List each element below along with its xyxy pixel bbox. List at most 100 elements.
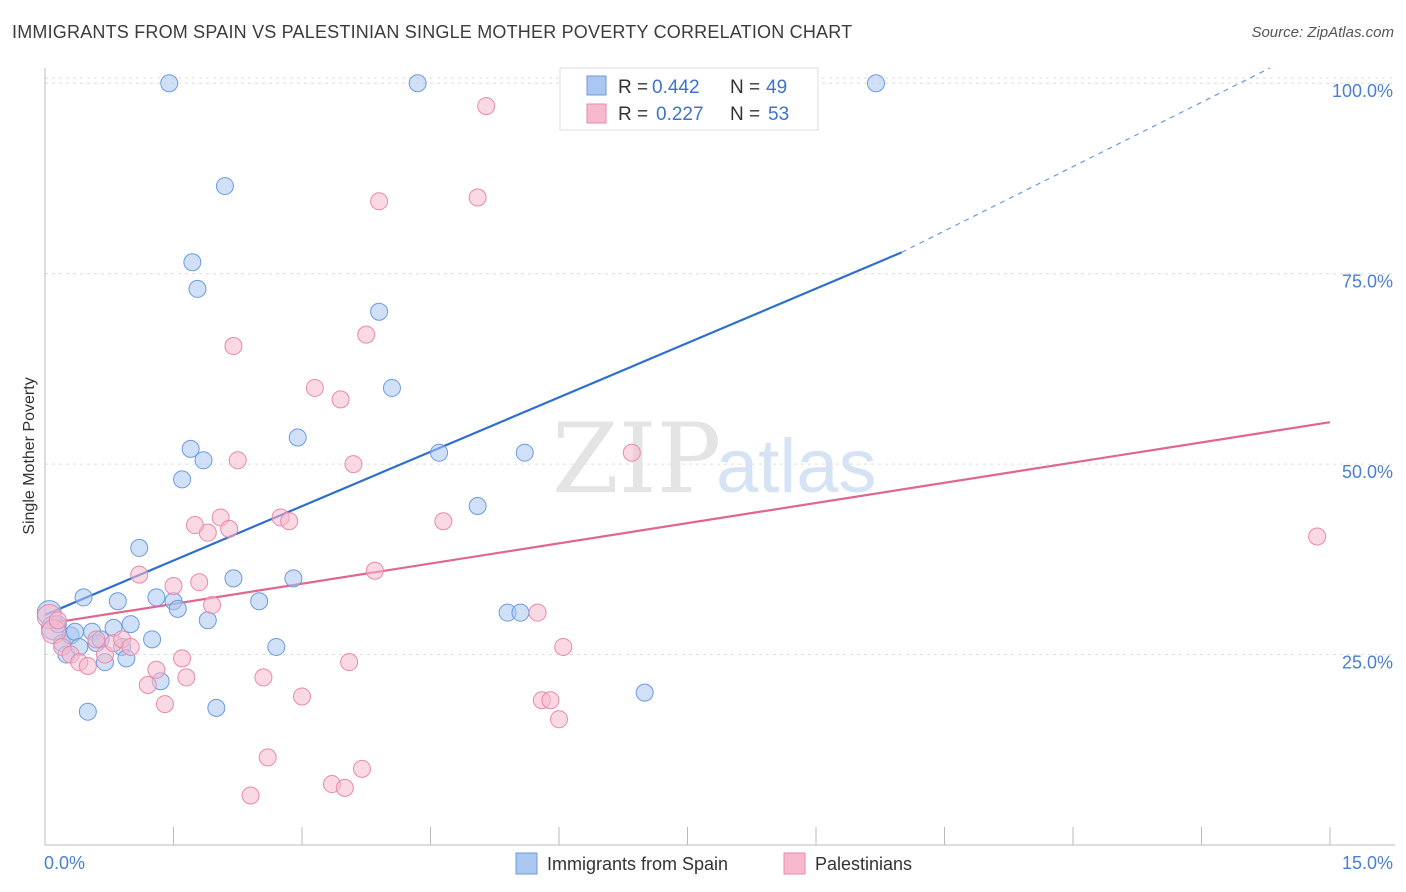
trend-line-spain-extension — [901, 67, 1271, 253]
bottom-legend-label-palestinians: Palestinians — [815, 854, 912, 874]
point-palestinians-16 — [173, 649, 192, 668]
point-spain-25 — [173, 470, 192, 489]
point-palestinians-39 — [365, 561, 384, 580]
point-palestinians-52 — [48, 611, 67, 630]
point-palestinians-29 — [241, 786, 260, 805]
point-spain-45 — [635, 683, 654, 702]
point-palestinians-22 — [220, 519, 239, 538]
point-palestinians-10 — [121, 637, 140, 656]
bottom-legend-label-spain: Immigrants from Spain — [547, 854, 728, 874]
point-palestinians-12 — [138, 676, 157, 695]
point-spain-38 — [370, 302, 389, 321]
legend-n-value-2: 53 — [768, 104, 789, 125]
point-spain-30 — [198, 611, 217, 630]
bottom-legend: Immigrants from Spain Palestinians — [515, 852, 912, 875]
legend-box: R = 0.442 N = 49 R = 0.227 N = 53 — [559, 67, 819, 131]
chart-title: IMMIGRANTS FROM SPAIN VS PALESTINIAN SIN… — [12, 22, 853, 42]
point-palestinians-15 — [164, 577, 183, 595]
point-spain-47 — [408, 74, 427, 93]
point-palestinians-42 — [468, 188, 487, 207]
point-palestinians-24 — [228, 451, 247, 470]
watermark-atlas: atlas — [716, 424, 877, 509]
point-palestinians-31 — [305, 378, 324, 397]
point-palestinians-33 — [331, 390, 350, 409]
legend-swatch-pink — [586, 103, 607, 124]
point-spain-29 — [194, 451, 213, 470]
y-tick-label-1: 50.0% — [1342, 462, 1393, 482]
point-spain-24 — [168, 599, 187, 618]
axes — [44, 68, 1395, 846]
point-palestinians-41 — [434, 512, 453, 531]
tick-labels: 25.0% 50.0% 75.0% 100.0% 0.0% 15.0% — [44, 81, 1393, 873]
point-spain-9 — [78, 702, 97, 721]
point-spain-35 — [267, 637, 286, 656]
point-spain-15 — [108, 592, 127, 611]
legend-n-label-2: N = — [730, 104, 760, 125]
point-palestinians-37 — [352, 759, 371, 778]
point-spain-43 — [511, 603, 530, 622]
point-palestinians-49 — [622, 443, 641, 462]
bottom-legend-swatch-pink — [783, 852, 806, 875]
trend-line-palestinians — [44, 421, 1331, 626]
point-spain-37 — [288, 428, 307, 447]
point-spain-33 — [224, 569, 243, 588]
trend-lines — [44, 67, 1331, 626]
x-tick-label-0: 0.0% — [44, 853, 85, 873]
point-palestinians-50 — [1308, 527, 1327, 546]
y-tick-label-0: 25.0% — [1342, 653, 1393, 673]
point-palestinians-26 — [258, 748, 277, 767]
point-spain-31 — [207, 698, 226, 717]
point-palestinians-11 — [130, 565, 149, 584]
point-palestinians-34 — [335, 778, 354, 797]
point-spain-26 — [181, 439, 200, 458]
point-spain-39 — [382, 378, 401, 397]
point-palestinians-14 — [155, 695, 174, 714]
point-palestinians-28 — [280, 512, 299, 531]
point-palestinians-13 — [147, 660, 166, 679]
point-spain-48 — [866, 74, 885, 93]
point-spain-32 — [215, 177, 234, 196]
point-spain-41 — [468, 497, 487, 516]
point-spain-44 — [515, 443, 534, 462]
point-palestinians-43 — [477, 97, 496, 116]
point-palestinians-23 — [224, 337, 243, 356]
point-palestinians-18 — [190, 573, 209, 592]
point-spain-8 — [74, 588, 93, 607]
point-palestinians-38 — [357, 325, 376, 344]
bottom-legend-swatch-blue — [515, 852, 538, 875]
point-palestinians-47 — [550, 710, 568, 729]
point-palestinians-35 — [340, 653, 359, 672]
x-tick-label-1: 15.0% — [1342, 853, 1393, 873]
point-spain-19 — [130, 538, 149, 557]
point-palestinians-30 — [293, 687, 311, 706]
point-spain-34 — [250, 592, 269, 611]
point-palestinians-17 — [177, 668, 196, 687]
legend-r-value-1: 0.442 — [652, 77, 700, 98]
point-palestinians-48 — [554, 637, 573, 656]
point-palestinians-51 — [185, 516, 204, 535]
point-palestinians-20 — [203, 596, 222, 615]
point-spain-46 — [160, 74, 179, 93]
point-spain-20 — [143, 630, 162, 649]
point-palestinians-5 — [78, 656, 97, 675]
legend-swatch-blue — [586, 75, 607, 96]
point-spain-40 — [430, 443, 449, 462]
legend-n-label-1: N = — [730, 77, 760, 98]
watermark: ZIP atlas — [552, 403, 877, 515]
point-spain-18 — [121, 615, 140, 634]
legend-r-label-1: R = — [618, 77, 648, 98]
grid-lines — [45, 77, 1395, 656]
legend-r-value-2: 0.227 — [656, 104, 704, 125]
point-palestinians-40 — [370, 192, 389, 211]
y-tick-label-2: 75.0% — [1342, 272, 1393, 292]
point-palestinians-46 — [541, 691, 560, 710]
point-palestinians-6 — [87, 630, 106, 649]
chart-source: Source: ZipAtlas.com — [1251, 24, 1394, 41]
point-palestinians-25 — [254, 668, 273, 687]
trend-line-spain — [44, 251, 903, 616]
y-tick-label-3: 100.0% — [1332, 81, 1393, 101]
legend-n-value-1: 49 — [766, 77, 787, 98]
point-palestinians-44 — [528, 603, 547, 622]
point-spain-27 — [183, 253, 202, 272]
